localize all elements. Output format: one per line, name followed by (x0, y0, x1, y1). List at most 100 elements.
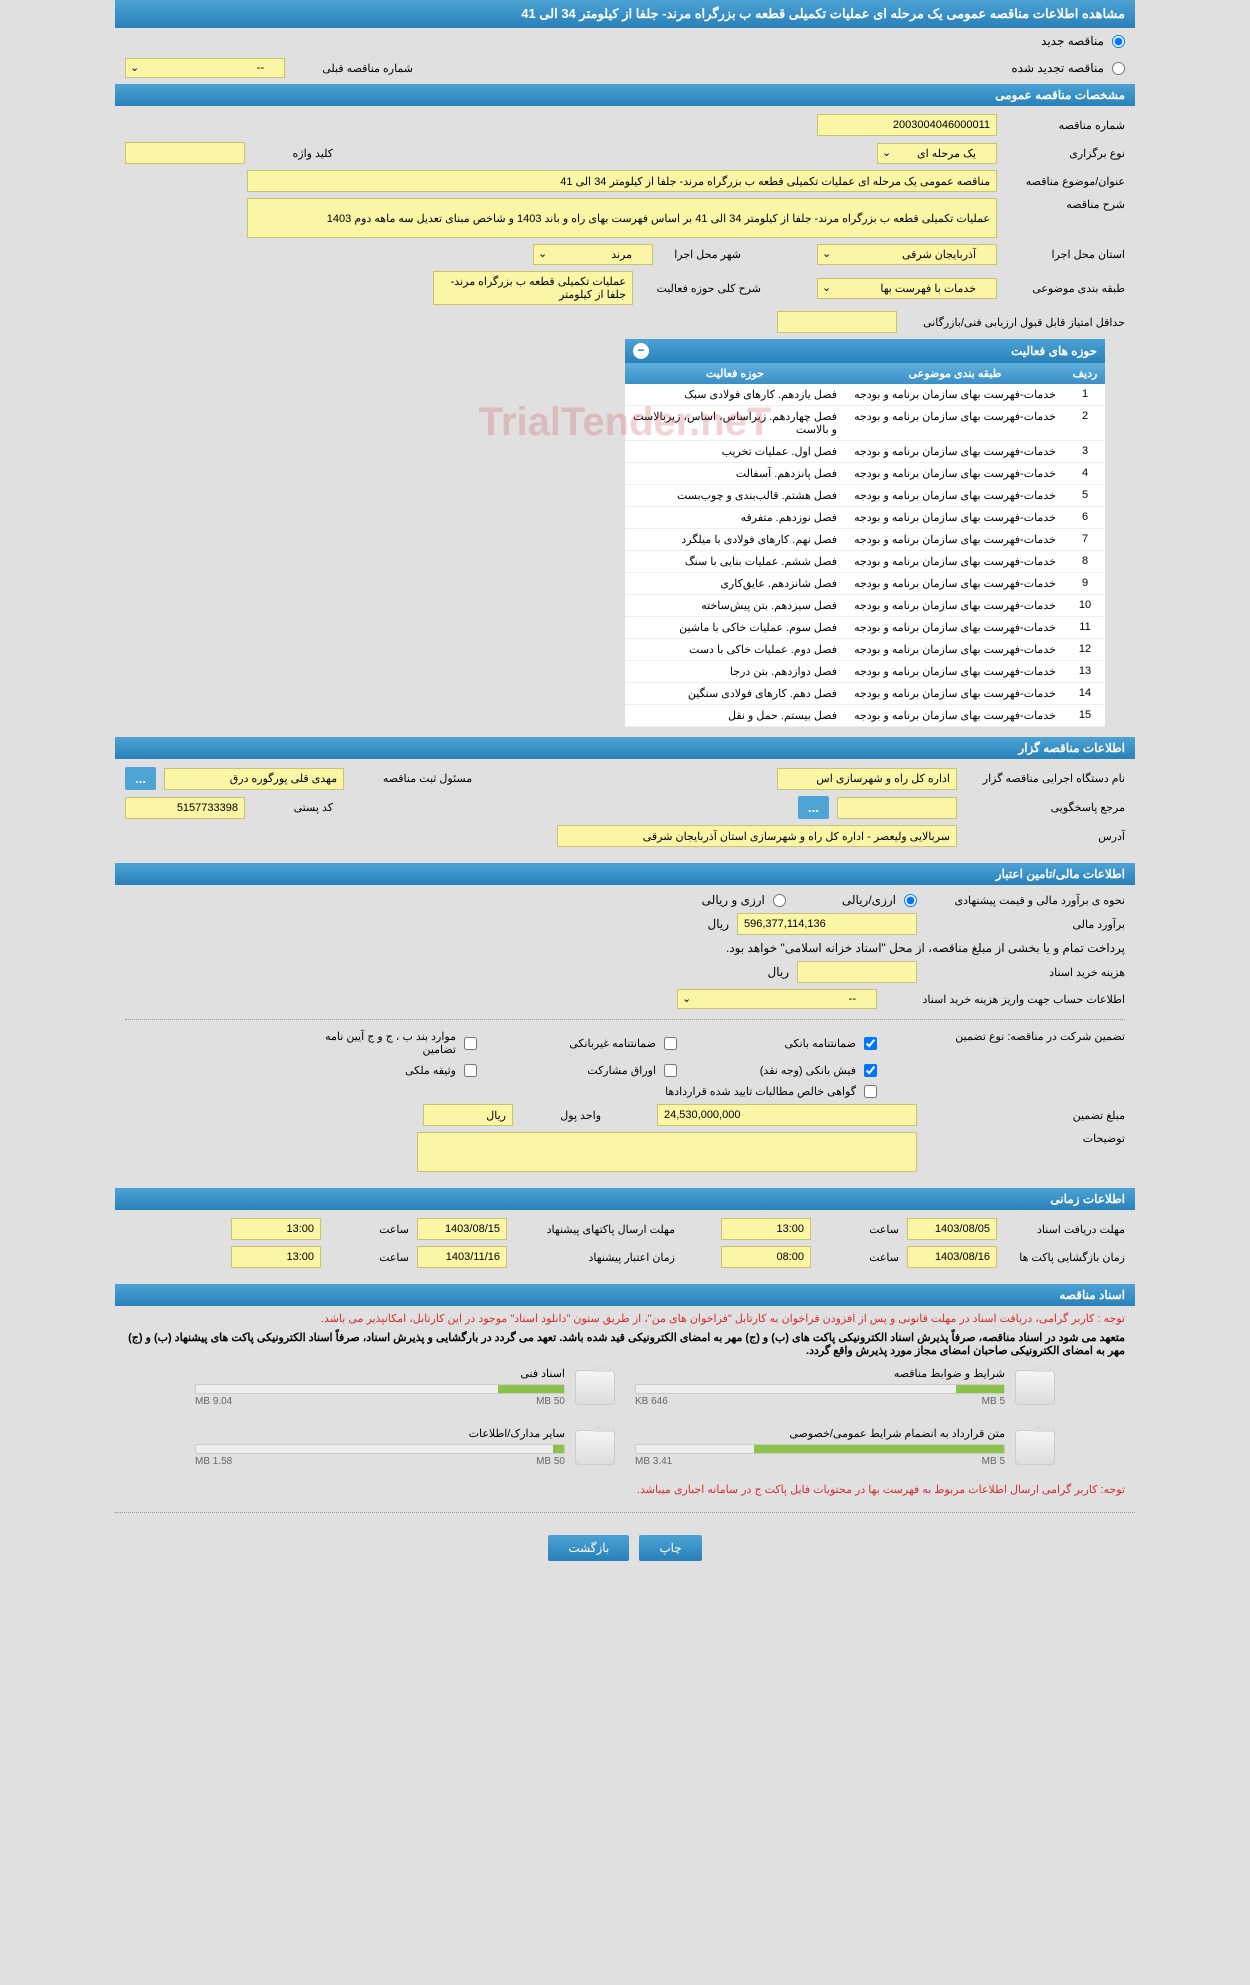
doc-receive-time: 13:00 (721, 1218, 811, 1240)
table-row: 9خدمات-فهرست بهای سازمان برنامه و بودجهف… (625, 573, 1105, 595)
doc-cost-label: هزینه خرید اسناد (925, 966, 1125, 979)
validity-time: 13:00 (231, 1246, 321, 1268)
rial-unit-1: ریال (707, 917, 729, 931)
radio-rial-fx[interactable] (904, 894, 917, 907)
table-row: 15خدمات-فهرست بهای سازمان برنامه و بودجه… (625, 705, 1105, 727)
radio-renewed-tender[interactable] (1112, 62, 1125, 75)
folder-icon (1015, 1370, 1055, 1405)
financial-section-title: اطلاعات مالی/تامین اعتبار (115, 863, 1135, 885)
doc3-size: 3.41 MB (635, 1456, 672, 1467)
postal-label: کد پستی (253, 801, 333, 814)
type-select[interactable]: یک مرحله ای (877, 143, 997, 164)
packet-open-date: 1403/08/16 (907, 1246, 997, 1268)
activity-desc-label: شرح کلی حوزه فعالیت (641, 282, 761, 295)
doc1-progress (956, 1385, 1004, 1393)
packet-send-time: 13:00 (231, 1218, 321, 1240)
doc1-title: شرایط و ضوابط مناقصه (635, 1367, 1005, 1380)
doc2-max: 50 MB (536, 1396, 565, 1407)
doc-item-3[interactable]: متن قرارداد به انضمام شرایط عمومی/خصوصی … (635, 1427, 1055, 1467)
folder-icon (575, 1430, 615, 1465)
province-select[interactable]: آذربایجان شرقی (817, 244, 997, 265)
notes-field[interactable] (417, 1132, 917, 1172)
table-row: 8خدمات-فهرست بهای سازمان برنامه و بودجهف… (625, 551, 1105, 573)
rial-unit-2: ریال (767, 965, 789, 979)
documents-section-title: اسناد مناقصه (115, 1284, 1135, 1306)
response-ref-field[interactable] (837, 797, 957, 819)
folder-icon (575, 1370, 615, 1405)
chk-bank-receipt[interactable] (864, 1064, 877, 1077)
notes-label: توضیحات (925, 1132, 1125, 1145)
chk-net-receivables-label: گواهی خالص مطالبات تایید شده قراردادها (665, 1085, 856, 1098)
category-label: طبقه بندی موضوعی (1005, 282, 1125, 295)
address-field: سربالایی ولیعصر - اداره کل راه و شهرسازی… (557, 825, 957, 847)
min-score-field[interactable] (777, 311, 897, 333)
packet-send-label: مهلت ارسال پاکتهای پیشنهاد (515, 1223, 675, 1236)
city-select[interactable]: مرند (533, 244, 653, 265)
min-score-label: حداقل امتیاز قابل قبول ارزیابی فنی/بازرگ… (905, 316, 1125, 329)
account-select[interactable]: -- (677, 989, 877, 1009)
divider (125, 1019, 1125, 1020)
desc-field: عملیات تکمیلی قطعه ب بزرگراه مرند- جلفا … (247, 198, 997, 238)
estimate-field: 596,377,114,136 (737, 913, 917, 935)
chk-property-label: وثیقه ملکی (405, 1064, 456, 1077)
currency-unit-field: ریال (423, 1104, 513, 1126)
table-row: 3خدمات-فهرست بهای سازمان برنامه و بودجهف… (625, 441, 1105, 463)
radio-renewed-label: مناقصه تجدید شده (1011, 61, 1104, 75)
collapse-icon[interactable]: − (633, 343, 649, 359)
table-row: 14خدمات-فهرست بهای سازمان برنامه و بودجه… (625, 683, 1105, 705)
doc-receive-date: 1403/08/05 (907, 1218, 997, 1240)
radio-fx-rial[interactable] (773, 894, 786, 907)
chk-bank-guarantee[interactable] (864, 1037, 877, 1050)
chk-securities[interactable] (664, 1064, 677, 1077)
doc-item-4[interactable]: سایر مدارک/اطلاعات 50 MB1.58 MB (195, 1427, 615, 1467)
guarantee-amount-field: 24,530,000,000 (657, 1104, 917, 1126)
responsible-field: مهدی قلی پورگوره درق (164, 768, 344, 790)
fx-rial-label: ارزی و ریالی (702, 893, 765, 907)
doc1-size: 646 KB (635, 1396, 668, 1407)
doc3-progress (754, 1445, 1004, 1453)
keyword-field[interactable] (125, 142, 245, 164)
back-button[interactable]: بازگشت (548, 1535, 629, 1561)
category-select[interactable]: خدمات با فهرست بها (817, 278, 997, 299)
doc1-max: 5 MB (982, 1396, 1005, 1407)
doc-item-1[interactable]: شرایط و ضوابط مناقصه 5 MB 646 KB (635, 1367, 1055, 1407)
doc-receive-label: مهلت دریافت اسناد (1005, 1223, 1125, 1236)
chk-net-receivables[interactable] (864, 1085, 877, 1098)
doc-cost-field[interactable] (797, 961, 917, 983)
city-label: شهر محل اجرا (661, 248, 741, 261)
table-row: 11خدمات-فهرست بهای سازمان برنامه و بودجه… (625, 617, 1105, 639)
doc-item-2[interactable]: اسناد فنی 50 MB9.04 MB (195, 1367, 615, 1407)
activity-desc-field: عملیات تکمیلی قطعه ب بزرگراه مرند- جلفا … (433, 271, 633, 305)
rial-fx-label: ارزی/ریالی (842, 893, 896, 907)
table-row: 2خدمات-فهرست بهای سازمان برنامه و بودجهف… (625, 406, 1105, 441)
radio-new-label: مناقصه جدید (1041, 34, 1104, 48)
prev-number-select[interactable]: -- (125, 58, 285, 78)
validity-date: 1403/11/16 (417, 1246, 507, 1268)
activity-table-cols: ردیف طبقه بندی موضوعی حوزه فعالیت (625, 363, 1105, 384)
table-row: 12خدمات-فهرست بهای سازمان برنامه و بودجه… (625, 639, 1105, 661)
doc2-title: اسناد فنی (195, 1367, 565, 1380)
chk-nonbank-guarantee-label: ضمانتنامه غیربانکی (569, 1037, 656, 1050)
tender-type-radios: مناقصه جدید (115, 28, 1135, 54)
address-label: آدرس (965, 830, 1125, 843)
response-ref-dots-button[interactable]: ... (798, 796, 829, 819)
postal-field: 5157733398 (125, 797, 245, 819)
prev-number-label: شماره مناقصه قبلی (293, 62, 413, 75)
chk-property[interactable] (464, 1064, 477, 1077)
org-label: نام دستگاه اجرایی مناقصه گزار (965, 772, 1125, 785)
activity-table-body: 1خدمات-فهرست بهای سازمان برنامه و بودجهف… (625, 384, 1105, 727)
chk-nonbank-guarantee[interactable] (664, 1037, 677, 1050)
page-title: مشاهده اطلاعات مناقصه عمومی یک مرحله ای … (115, 0, 1135, 28)
activity-table-title: حوزه های فعالیت (1011, 344, 1097, 358)
chk-clause-bj[interactable] (464, 1037, 477, 1050)
chk-securities-label: اوراق مشارکت (587, 1064, 656, 1077)
radio-new-tender[interactable] (1112, 35, 1125, 48)
activity-table-header: حوزه های فعالیت − (625, 339, 1105, 363)
doc3-title: متن قرارداد به انضمام شرایط عمومی/خصوصی (635, 1427, 1005, 1440)
guarantee-type-label: تضمین شرکت در مناقصه: نوع تضمین (925, 1030, 1125, 1043)
doc4-size: 1.58 MB (195, 1456, 232, 1467)
responsible-dots-button[interactable]: ... (125, 767, 156, 790)
doc4-title: سایر مدارک/اطلاعات (195, 1427, 565, 1440)
doc3-max: 5 MB (982, 1456, 1005, 1467)
print-button[interactable]: چاپ (639, 1535, 701, 1561)
